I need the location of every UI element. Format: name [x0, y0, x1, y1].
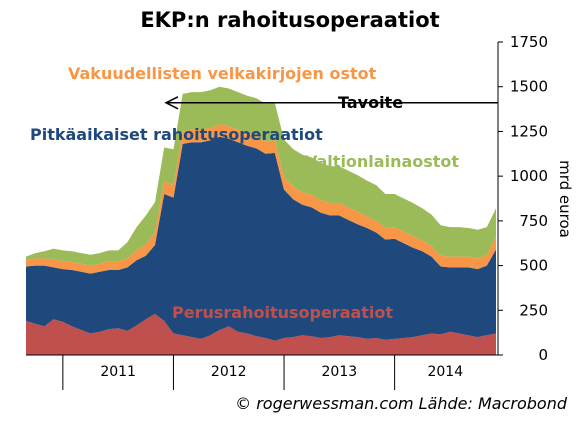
y-axis-ticks: 0 250 500 750 1000 1250 1500 1750 — [498, 33, 548, 364]
area-series-pitkaaikaiset — [26, 136, 496, 341]
annotation-perusrahoitus: Perusrahoitusoperaatiot — [172, 303, 393, 322]
y-tick-label: 0 — [538, 346, 548, 364]
y-tick-label: 1500 — [510, 78, 548, 96]
area-series-perusrahoitus — [26, 313, 496, 355]
area-series-vakuudellisten — [26, 124, 496, 274]
target-arrow-head — [164, 96, 179, 110]
y-tick-label: 250 — [519, 301, 548, 319]
y-tick-label: 750 — [519, 212, 548, 230]
area-series-valtionlainaostot — [26, 86, 496, 266]
x-tick-label: 2014 — [427, 364, 463, 380]
y-tick-label: 1250 — [510, 122, 548, 140]
y-tick-label: 1000 — [510, 167, 548, 185]
x-axis-ticks: 2011 2012 2013 2014 — [62, 355, 463, 390]
x-tick-label: 2012 — [211, 364, 247, 380]
x-tick-label: 2011 — [100, 364, 136, 380]
credit-text: © rogerwessman.com Lähde: Macrobond — [235, 394, 568, 413]
x-tick-label: 2013 — [322, 364, 358, 380]
annotation-pitkaaikaiset: Pitkäaikaiset rahoitusoperaatiot — [30, 125, 323, 144]
y-axis-label: mrd euroa — [556, 160, 574, 238]
y-tick-label: 500 — [519, 257, 548, 275]
y-tick-label: 1750 — [510, 33, 548, 51]
chart-title: EKP:n rahoitusoperaatiot — [140, 8, 439, 32]
annotation-valtionlainaostot: Valtionlainaostot — [305, 152, 459, 171]
annotation-vakuudellisten: Vakuudellisten velkakirjojen ostot — [68, 64, 377, 83]
chart-areas — [26, 86, 496, 355]
